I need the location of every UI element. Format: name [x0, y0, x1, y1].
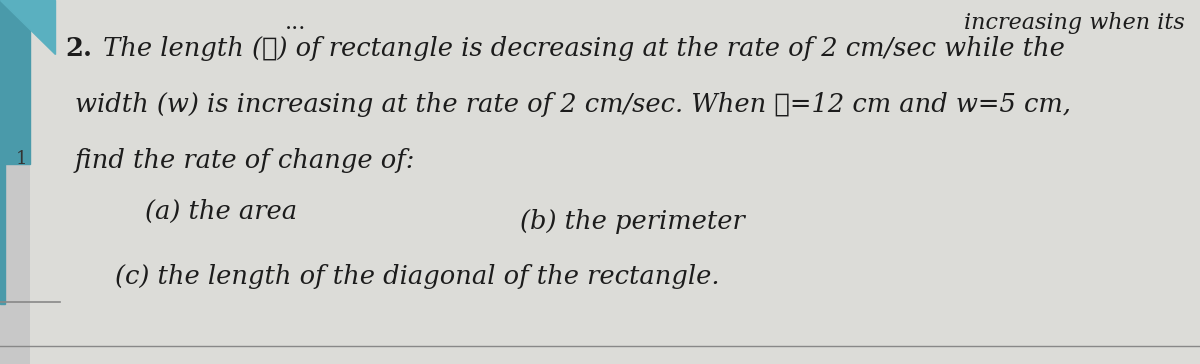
Text: (a) the area: (a) the area	[145, 199, 298, 224]
Text: (b) the perimeter: (b) the perimeter	[520, 209, 745, 234]
Polygon shape	[0, 0, 55, 54]
Polygon shape	[0, 0, 30, 304]
Text: increasing when its: increasing when its	[965, 12, 1186, 34]
Text: ...: ...	[286, 12, 306, 34]
Text: width (w) is increasing at the rate of 2 cm/sec. When ℓ=12 cm and w=5 cm,: width (w) is increasing at the rate of 2…	[74, 92, 1070, 117]
Text: find the rate of change of:: find the rate of change of:	[74, 148, 415, 173]
Text: 1: 1	[17, 150, 28, 168]
Text: The length (ℓ) of rectangle is decreasing at the rate of 2 cm/sec while the: The length (ℓ) of rectangle is decreasin…	[95, 36, 1064, 61]
Text: (c) the length of the diagonal of the rectangle.: (c) the length of the diagonal of the re…	[115, 264, 720, 289]
Text: 2.: 2.	[65, 36, 92, 61]
